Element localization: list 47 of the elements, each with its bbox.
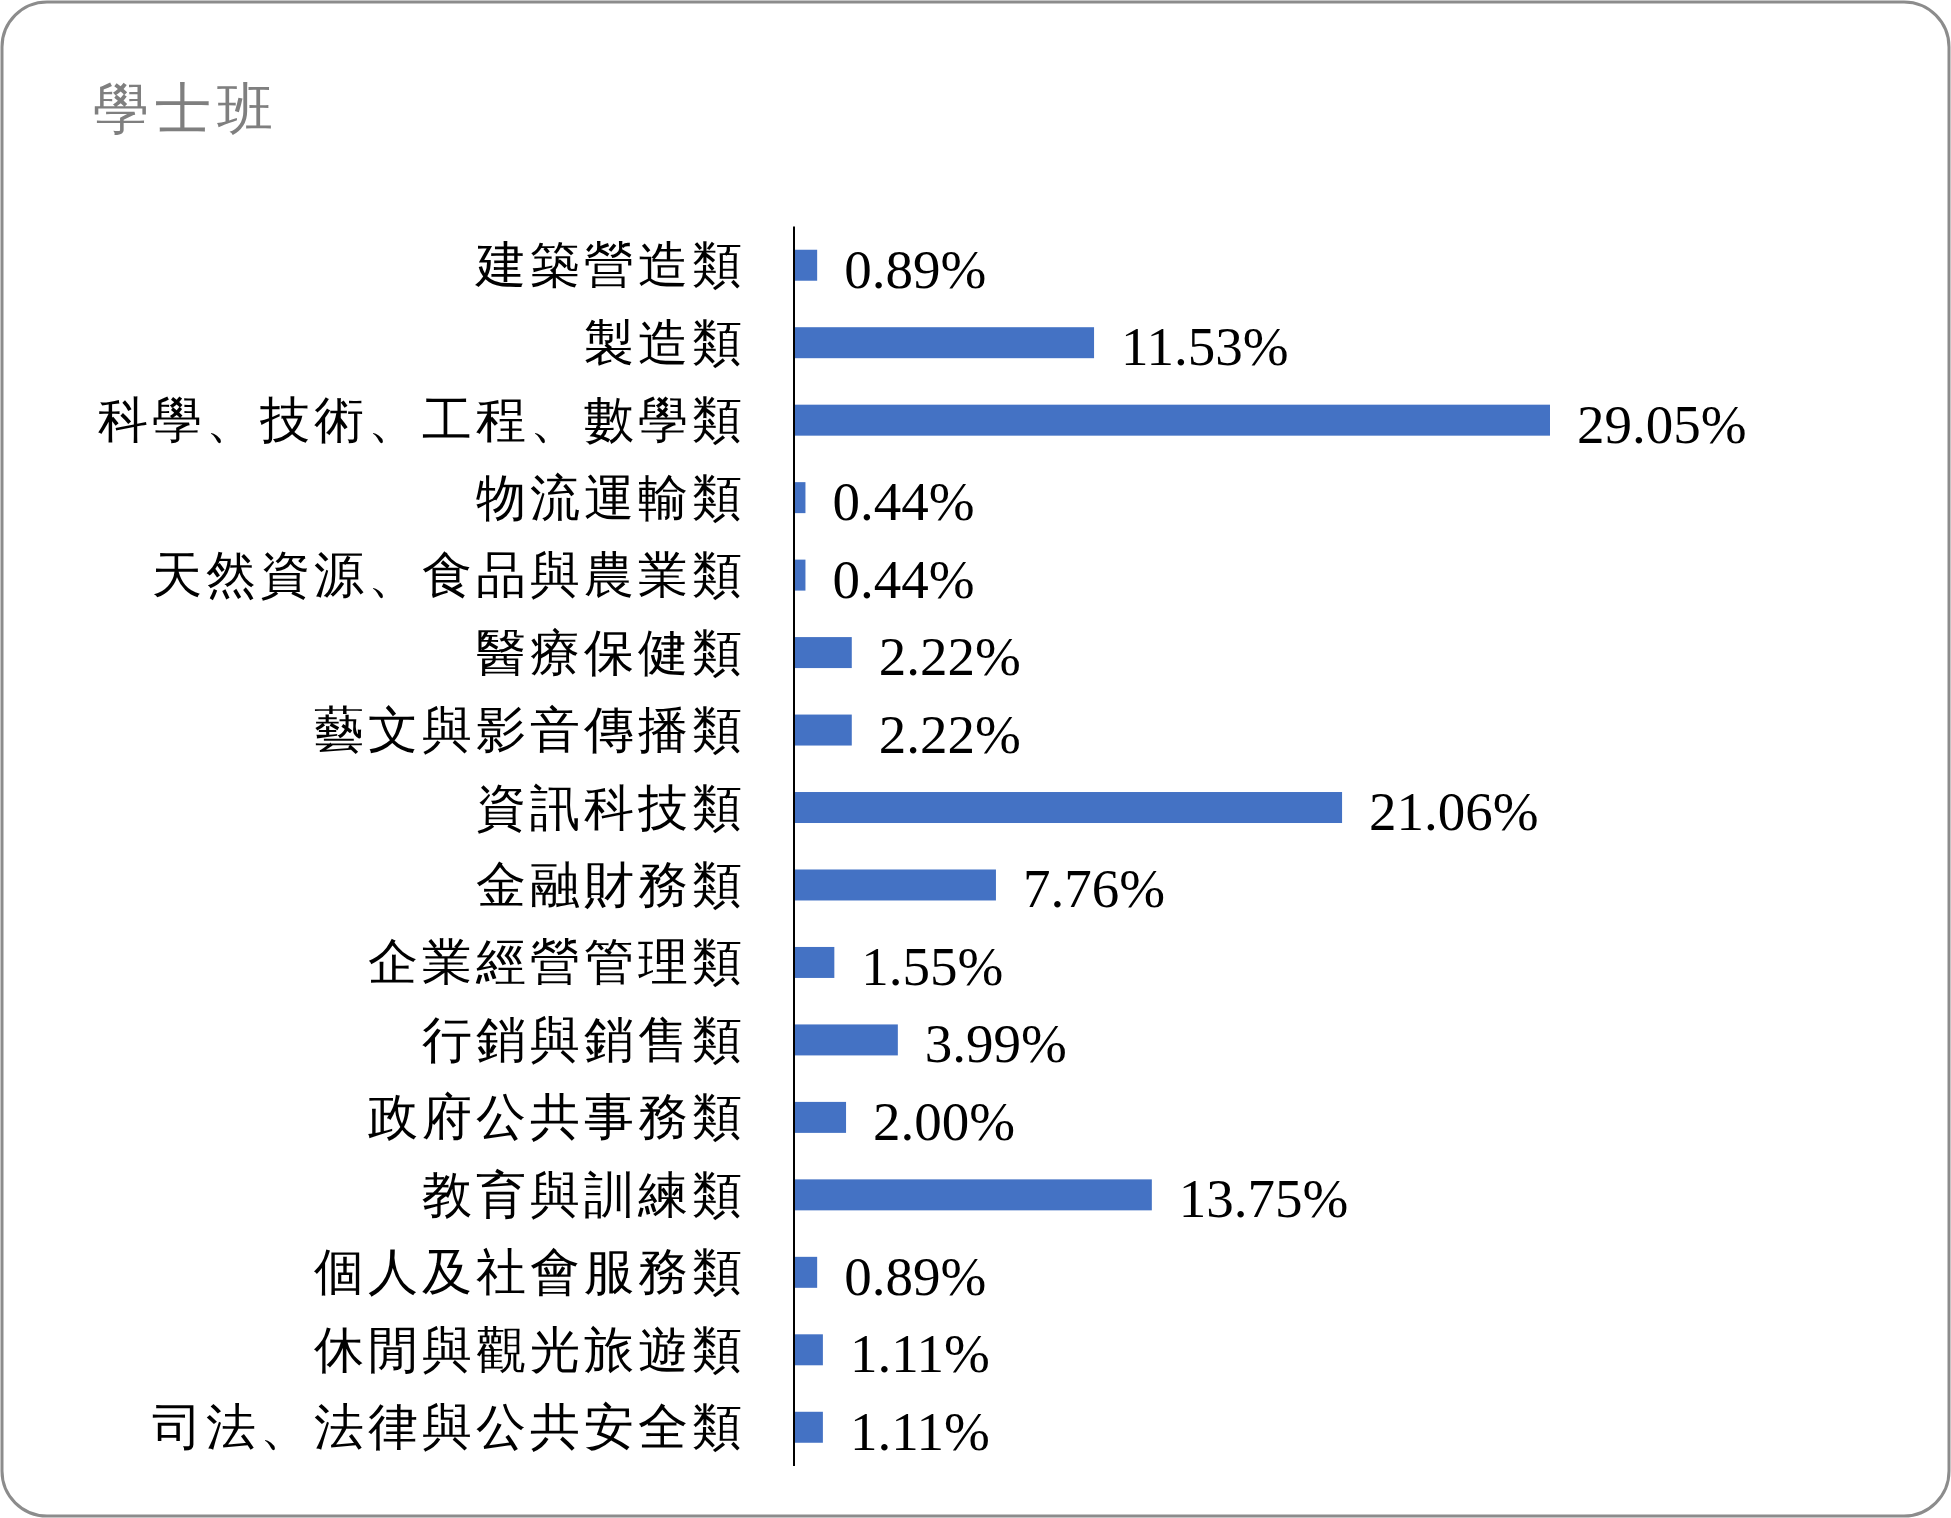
data-label: 7.76%	[1022, 858, 1166, 920]
bar	[794, 1256, 818, 1288]
bar	[794, 327, 1095, 359]
data-label: 3.99%	[924, 1013, 1067, 1075]
bar	[794, 637, 852, 669]
y-tick-label: 藝文與影音傳播類	[314, 702, 746, 759]
bar	[794, 714, 852, 746]
data-label: 0.89%	[844, 1245, 987, 1307]
y-tick-label: 建築營造類	[475, 237, 746, 294]
y-tick-label: 個人及社會服務類	[314, 1244, 746, 1301]
data-label: 1.55%	[861, 935, 1004, 997]
text: 學士班	[93, 78, 279, 140]
bar	[794, 1411, 823, 1443]
y-tick-label: 休閒與觀光旅遊類	[314, 1321, 746, 1378]
data-label: 0.89%	[844, 238, 987, 300]
data-label: 1.11%	[849, 1323, 990, 1385]
data-label: 29.05%	[1577, 393, 1747, 455]
y-tick-label: 政府公共事務類	[368, 1089, 746, 1146]
y-tick-label: 金融財務類	[476, 856, 746, 913]
data-label: 11.53%	[1121, 316, 1289, 378]
y-tick-label: 司法、法律與公共安全類	[152, 1399, 746, 1456]
y-tick-label: 教育與訓練類	[422, 1166, 746, 1223]
bar	[794, 1101, 847, 1133]
data-label: 0.44%	[832, 548, 975, 610]
data-label: 1.11%	[849, 1400, 990, 1462]
bar	[794, 1334, 823, 1366]
data-label: 2.22%	[878, 703, 1021, 765]
bar	[794, 946, 835, 978]
y-tick-label: 天然資源、食品與農業類	[152, 547, 746, 604]
data-label: 2.22%	[878, 626, 1021, 688]
y-tick-label: 醫療保健類	[476, 624, 746, 681]
bar	[794, 869, 996, 901]
bar	[794, 1024, 898, 1056]
data-label: 13.75%	[1178, 1168, 1349, 1230]
data-label: 21.06%	[1369, 781, 1539, 843]
bar	[794, 249, 818, 281]
y-tick-label: 物流運輸類	[476, 469, 746, 526]
y-tick-label: 製造類	[584, 314, 746, 371]
data-label: 0.44%	[832, 471, 975, 533]
y-tick-label: 行銷與銷售類	[422, 1011, 746, 1068]
y-tick-label: 資訊科技類	[476, 779, 746, 836]
bar	[794, 792, 1343, 824]
y-tick-label: 科學、技術、工程、數學類	[98, 392, 746, 449]
y-tick-label: 企業經營管理類	[368, 934, 746, 991]
bar	[794, 404, 1550, 436]
data-label: 2.00%	[873, 1090, 1016, 1152]
bar	[794, 1179, 1152, 1211]
